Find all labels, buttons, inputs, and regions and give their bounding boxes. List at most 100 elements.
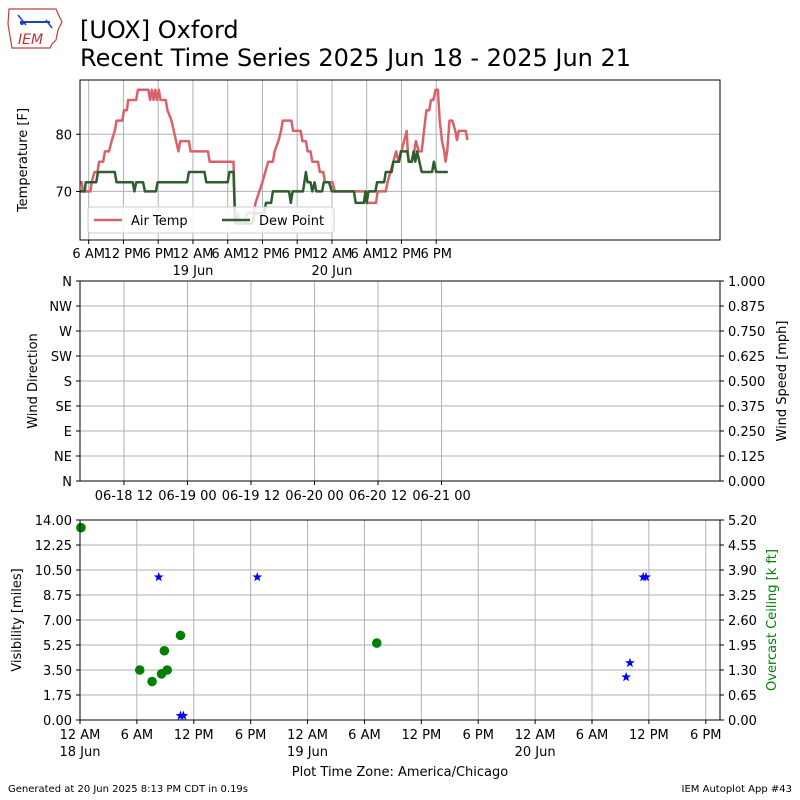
temperature-series (80, 88, 469, 225)
visibility-x-tick-date: 18 Jun (60, 745, 101, 760)
wind-direction-tick-label: N (62, 275, 72, 290)
ceiling-tick-label: 3.25 (728, 589, 757, 604)
wind-direction-tick-label: SE (56, 400, 72, 415)
visibility-x-tick-date: 20 Jun (515, 745, 556, 760)
wind-speed-tick-label: 0.875 (728, 300, 765, 315)
visibility-x-tick-label: 6 AM (121, 728, 154, 743)
visibility-point (625, 657, 635, 668)
wind-x-tick-label: 06-19 12 (222, 489, 280, 504)
visibility-panel: 12 AM 18 Jun 6 AM 12 PM 6 PM 12 AM 19 Jun 6 AM 1… (10, 514, 780, 780)
visibility-point (252, 571, 263, 582)
visibility-tick-label: 12.25 (35, 539, 72, 554)
visibility-x-tick-label: 12 AM (515, 728, 556, 743)
wind-panel: 06-18 12 06-19 00 06-19 12 06-20 00 06-20 12… (26, 275, 790, 504)
wind-speed-tick-label: 0.375 (728, 400, 765, 415)
visibility-x-ticks: 12 AM 18 Jun 6 AM 12 PM 6 PM 12 AM 19 Jun 6 AM 1… (60, 720, 722, 760)
visibility-x-tick-label: 6 AM (576, 728, 609, 743)
visibility-ceiling-points (76, 522, 651, 720)
ceiling-tick-label: 1.95 (728, 639, 757, 654)
temperature-x-tick-label: 6 AM (72, 247, 105, 262)
temperature-x-tick-label: 12 PM (382, 247, 422, 262)
wind-direction-tick-label: E (64, 425, 72, 440)
temperature-x-tick-label: 12 PM (104, 247, 144, 262)
visibility-y-label: Visibility [miles] (10, 568, 25, 671)
generated-footer: Generated at 20 Jun 2025 8:13 PM CDT in … (8, 784, 249, 795)
visibility-tick-label: 5.25 (43, 639, 72, 654)
ceiling-point (134, 665, 145, 675)
iowa-map-icon: IEM (7, 8, 63, 49)
wind-direction-tick-label: W (59, 325, 72, 340)
timezone-x-label: Plot Time Zone: America/Chicago (292, 765, 508, 780)
wind-direction-y-label: Wind Direction (26, 333, 41, 429)
ceiling-tick-label: 3.90 (728, 564, 757, 579)
wind-speed-tick-label: 0.250 (728, 425, 765, 440)
wind-speed-tick-label: 0.500 (728, 375, 765, 390)
ceiling-tick-label: 5.20 (728, 514, 757, 529)
temperature-y-label: Temperature [F] (16, 108, 31, 213)
wind-direction-tick-label: NW (49, 300, 72, 315)
wind-y-ticks: N NE E SE S SW W NW N 0.000 0.125 0.250 0.375 0.500 0.… (49, 275, 765, 490)
ceiling-tick-label: 2.60 (728, 614, 757, 629)
wind-speed-tick-label: 0.625 (728, 350, 765, 365)
temperature-x-tick-label: 6 PM (281, 247, 312, 262)
wind-speed-tick-label: 0.000 (728, 475, 765, 490)
visibility-point (641, 571, 651, 582)
visibility-x-tick-label: 12 PM (174, 728, 214, 743)
temperature-legend: Air Temp Dew Point (87, 206, 335, 234)
temperature-y-tick-label: 70 (55, 185, 72, 200)
legend-label-dew-point: Dew Point (259, 214, 324, 229)
ceiling-tick-label: 0.00 (728, 714, 757, 729)
temperature-x-tick-date: 20 Jun (311, 264, 352, 279)
series-line-dew-point (80, 150, 448, 225)
wind-x-ticks: 06-18 12 06-19 00 06-19 12 06-20 00 06-20 12… (95, 481, 471, 504)
temperature-x-tick-date: 19 Jun (172, 264, 213, 279)
ceiling-tick-label: 0.65 (728, 689, 757, 704)
legend-label-air-temp: Air Temp (131, 214, 188, 229)
app-footer: IEM Autoplot App #43 (681, 784, 792, 795)
wind-x-tick-label: 06-20 00 (285, 489, 343, 504)
visibility-x-tick-label: 12 AM (60, 728, 101, 743)
visibility-x-tick-date: 19 Jun (287, 745, 328, 760)
iem-logo: IEM (6, 6, 64, 50)
visibility-x-tick-label: 6 AM (348, 728, 381, 743)
visibility-tick-label: 8.75 (43, 589, 72, 604)
visibility-tick-label: 10.50 (35, 564, 72, 579)
wind-x-tick-label: 06-21 00 (412, 489, 470, 504)
temperature-x-tick-label: 6 PM (420, 247, 451, 262)
visibility-tick-label: 14.00 (35, 514, 72, 529)
wind-direction-tick-label: NE (54, 450, 72, 465)
temperature-x-tick-label: 12 AM (312, 247, 353, 262)
visibility-x-tick-label: 12 AM (287, 728, 328, 743)
ceiling-point (147, 676, 157, 687)
visibility-x-tick-label: 12 PM (629, 728, 669, 743)
wind-x-tick-label: 06-20 12 (349, 489, 407, 504)
temperature-y-ticks: 70 80 (55, 128, 80, 200)
visibility-x-tick-label: 6 PM (235, 728, 266, 743)
ceiling-point (162, 665, 173, 675)
visibility-point (153, 571, 164, 582)
temperature-x-tick-label: 6 AM (350, 247, 383, 262)
chart-title-station: [UOX] Oxford (80, 16, 239, 44)
ceiling-y2-label: Overcast Ceiling [k ft] (765, 549, 780, 691)
visibility-x-tick-label: 6 PM (462, 728, 493, 743)
ceiling-tick-label: 4.55 (728, 539, 757, 554)
legend-box (87, 206, 335, 234)
wind-x-tick-label: 06-18 12 (95, 489, 153, 504)
series-line-air-temp (80, 88, 469, 225)
temperature-x-tick-label: 6 AM (211, 247, 244, 262)
temperature-x-tick-label: 6 PM (142, 247, 173, 262)
wind-x-tick-label: 06-19 00 (158, 489, 216, 504)
ceiling-point (371, 638, 382, 648)
visibility-tick-label: 1.75 (43, 689, 72, 704)
wind-speed-tick-label: 1.000 (728, 275, 765, 290)
visibility-x-tick-label: 12 PM (401, 728, 441, 743)
visibility-x-tick-label: 6 PM (690, 728, 721, 743)
wind-speed-tick-label: 0.750 (728, 325, 765, 340)
visibility-grid (79, 519, 720, 721)
ceiling-point (76, 522, 86, 533)
temperature-x-tick-label: 12 PM (243, 247, 283, 262)
visibility-point (621, 671, 632, 682)
temperature-y-tick-label: 80 (55, 128, 72, 143)
